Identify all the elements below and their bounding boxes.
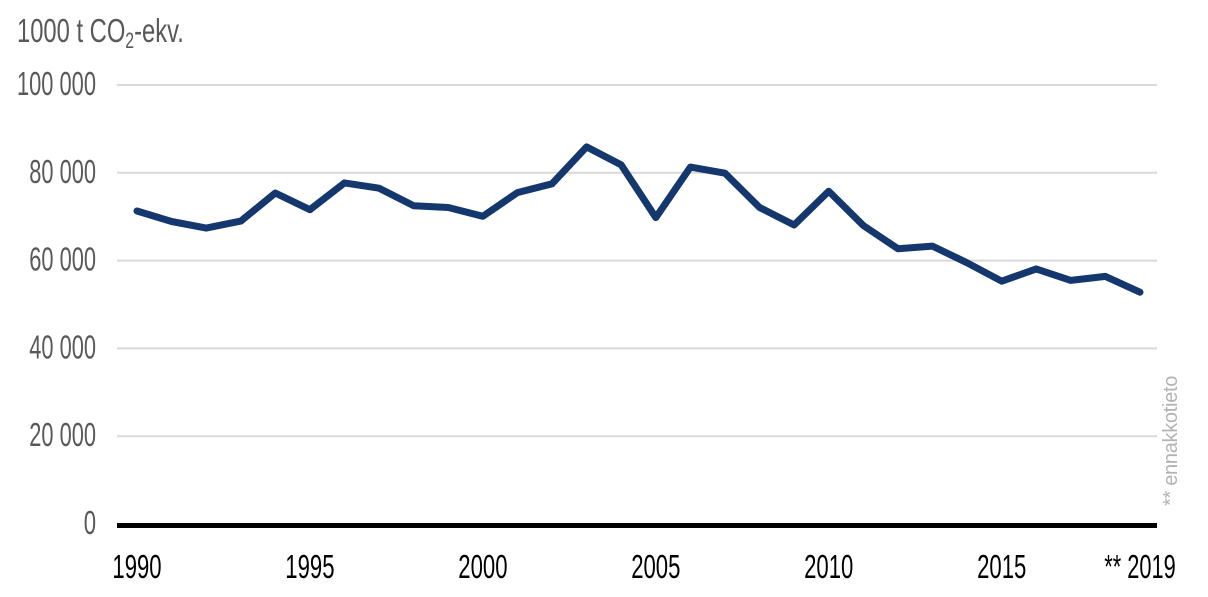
x-axis-tick-label: 2000	[458, 548, 507, 585]
x-axis-tick-label: 1990	[112, 548, 161, 585]
x-axis-tick-label: 1995	[285, 548, 334, 585]
y-axis-tick-label: 100 000	[17, 65, 96, 102]
preliminary-data-note: ** ennakkotieto	[1160, 375, 1182, 506]
y-axis-tick-label: 80 000	[29, 153, 96, 190]
x-axis-tick-label: 2015	[977, 548, 1026, 585]
y-axis-tick-label: 0	[84, 504, 96, 541]
chart-title-suffix: -ekv.	[134, 12, 184, 49]
x-axis-tick-label: 2010	[804, 548, 853, 585]
x-axis-tick-label: ** 2019	[1104, 548, 1175, 585]
chart-title: 1000 t CO2-ekv.	[17, 12, 184, 54]
chart-title-prefix: 1000 t CO	[17, 12, 126, 49]
y-axis-tick-label: 20 000	[29, 416, 96, 453]
chart-title-subscript: 2	[125, 28, 135, 53]
x-axis-tick-label: 2005	[631, 548, 680, 585]
y-axis-tick-label: 60 000	[29, 241, 96, 278]
y-axis-tick-label: 40 000	[29, 328, 96, 365]
emissions-series-line	[133, 143, 1144, 296]
